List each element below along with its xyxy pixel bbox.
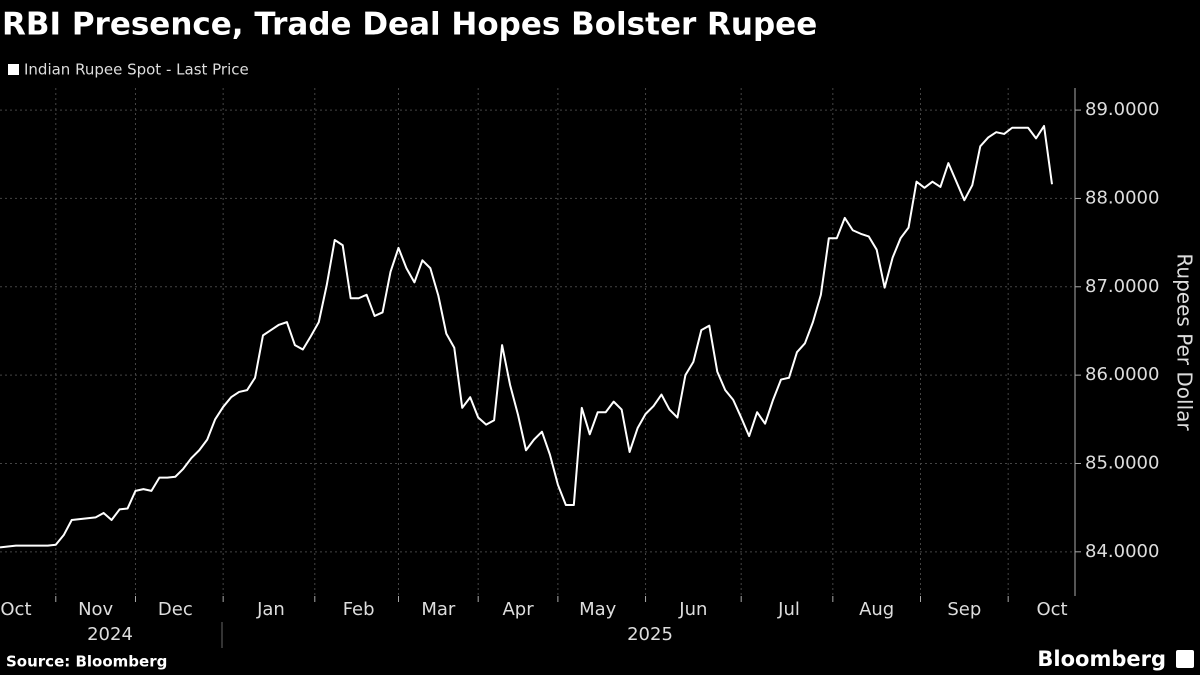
y-tick-label: 86.0000 bbox=[1085, 364, 1159, 385]
x-tick-label: Sep bbox=[947, 599, 981, 620]
y-tick-label: 84.0000 bbox=[1085, 541, 1159, 562]
x-tick-label: Nov bbox=[78, 599, 113, 620]
x-tick-label: Mar bbox=[421, 599, 456, 620]
x-tick-label: Oct bbox=[0, 599, 31, 620]
x-group-label: 2025 bbox=[627, 624, 673, 645]
source: Source: Bloomberg bbox=[6, 653, 167, 671]
x-tick-label: Feb bbox=[343, 599, 375, 620]
y-tick-label: 89.0000 bbox=[1085, 99, 1159, 120]
x-tick-label: May bbox=[579, 599, 617, 620]
x-tick-label: Apr bbox=[502, 599, 534, 620]
y-tick-label: 85.0000 bbox=[1085, 452, 1159, 473]
y-tick-label: 88.0000 bbox=[1085, 187, 1159, 208]
line-series bbox=[0, 124, 1053, 549]
brand-icon bbox=[1176, 650, 1194, 668]
y-axis-label: Rupees Per Dollar bbox=[1173, 253, 1197, 431]
chart-title: RBI Presence, Trade Deal Hopes Bolster R… bbox=[2, 7, 817, 43]
x-tick-label: Jul bbox=[777, 599, 800, 620]
x-tick-label: Dec bbox=[158, 599, 193, 620]
x-tick-label: Oct bbox=[1036, 599, 1067, 620]
y-tick-label: 87.0000 bbox=[1085, 276, 1159, 297]
x-tick-label: Aug bbox=[859, 599, 894, 620]
x-group-label: 2024 bbox=[87, 624, 133, 645]
x-tick-label: Jan bbox=[256, 599, 285, 620]
brand: Bloomberg bbox=[1037, 647, 1166, 671]
legend-label: Indian Rupee Spot - Last Price bbox=[24, 61, 249, 79]
legend-swatch bbox=[8, 64, 19, 75]
x-tick-label: Jun bbox=[678, 599, 707, 620]
